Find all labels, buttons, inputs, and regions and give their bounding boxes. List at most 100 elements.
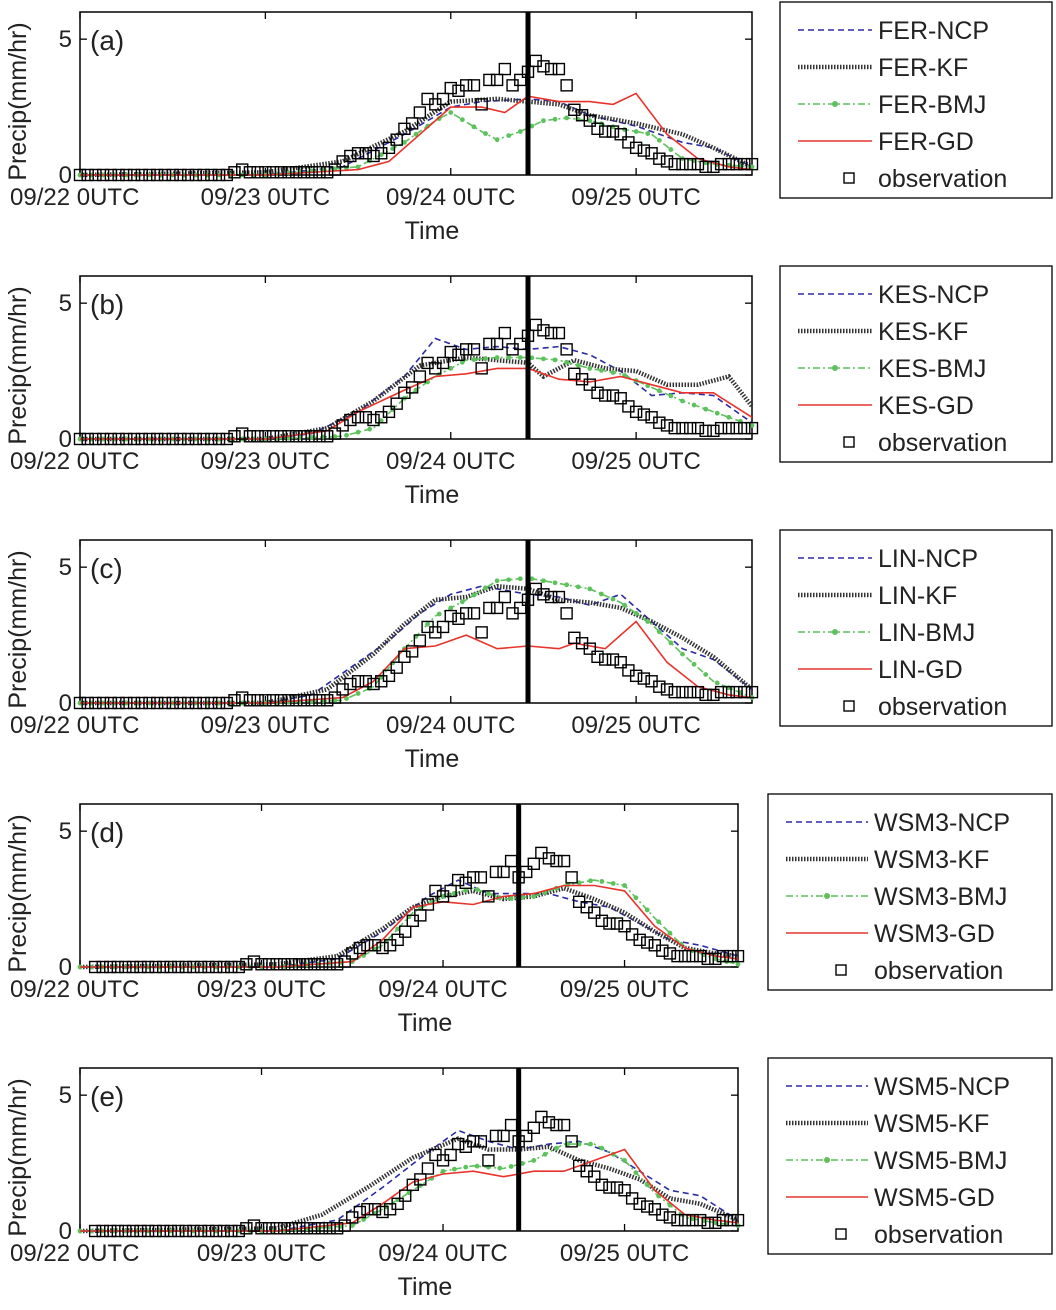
observation-point (278, 1222, 291, 1235)
observation-point (603, 917, 616, 930)
observation-point (247, 955, 261, 968)
observation-point (344, 413, 357, 427)
x-tick-label: 09/25 0UTC (571, 184, 700, 211)
observation-point (285, 958, 298, 971)
x-tick-label: 09/24 0UTC (378, 1240, 507, 1267)
bmj-dot (575, 362, 581, 368)
bmj-dot (494, 355, 500, 360)
observation-point (656, 1208, 669, 1221)
observation-point (143, 696, 156, 710)
legend-label: WSM3-BMJ (874, 883, 1007, 911)
observation-point (460, 79, 473, 92)
observation-point (693, 1213, 707, 1227)
legend-label: WSM5-KF (874, 1110, 989, 1138)
observation-point (588, 1170, 601, 1183)
observation-point (405, 117, 419, 130)
observation-point (179, 1224, 193, 1238)
plot-frame (79, 539, 753, 704)
bmj-dot (459, 359, 465, 365)
bmj-dot (508, 1164, 514, 1169)
plot-frame (79, 803, 739, 968)
observation-point (691, 421, 705, 435)
observation-point (236, 691, 249, 704)
observation-point (353, 941, 367, 955)
observation-point (482, 890, 495, 903)
observation-point (610, 1181, 624, 1194)
bmj-dot (332, 698, 338, 703)
observation-point (391, 933, 404, 947)
observation-point (413, 106, 427, 119)
panel-label: (a) (90, 25, 124, 56)
series-line-gd (80, 367, 753, 440)
legend-label: observation (878, 693, 1007, 721)
bmj-dot (564, 359, 570, 365)
observation-point (181, 696, 195, 710)
observation-point (197, 696, 210, 710)
observation-point (701, 952, 714, 966)
observation-point (262, 1222, 276, 1235)
observation-point (606, 389, 620, 402)
observation-point (738, 685, 751, 699)
observation-point (565, 1135, 578, 1148)
observation-point (542, 1116, 556, 1129)
observation-point (391, 1197, 404, 1211)
bmj-dot (622, 883, 627, 888)
observation-point (127, 696, 141, 710)
observation-point (104, 168, 118, 182)
bmj-dot (575, 584, 581, 590)
observation-point (629, 405, 643, 419)
legend-label: observation (878, 429, 1007, 457)
x-tick-label: 09/23 0UTC (201, 448, 330, 475)
observation-point (699, 160, 712, 174)
observation-point (405, 645, 419, 658)
x-tick-label: 09/23 0UTC (197, 1240, 326, 1267)
bmj-dot (726, 414, 732, 420)
observation-point (88, 1224, 102, 1238)
observation-point (305, 694, 318, 707)
observation-point (490, 601, 504, 615)
observation-point (172, 960, 185, 974)
observation-point (297, 166, 311, 179)
bmj-dot (517, 129, 523, 134)
observation-point (731, 949, 745, 963)
observation-point (197, 432, 210, 446)
observation-point (671, 1213, 684, 1227)
observation-point (716, 1213, 730, 1227)
observation-point (297, 694, 311, 707)
observation-point (583, 642, 596, 655)
bmj-dot (587, 586, 593, 592)
bmj-dot (494, 137, 500, 143)
observation-point (550, 854, 563, 868)
legend-dot (832, 101, 838, 107)
observation-point (111, 960, 125, 974)
series-line-kf (80, 583, 754, 706)
legend-swatch-observation (843, 436, 855, 448)
observation-point (217, 1224, 230, 1238)
observation-point (444, 609, 457, 623)
bmj-dot (564, 582, 570, 588)
observation-point (328, 427, 342, 440)
bmj-dot (355, 691, 361, 696)
observation-point (413, 634, 427, 647)
legend-label: FER-GD (878, 128, 974, 156)
observation-point (73, 432, 87, 446)
observation-point (166, 696, 179, 710)
observation-point (308, 958, 321, 971)
bmj-dot (690, 1216, 696, 1222)
observation-point (591, 386, 604, 400)
observation-point (112, 432, 125, 446)
bmj-dot (633, 1170, 639, 1175)
observation-point (212, 168, 226, 182)
bmj-dot (610, 881, 616, 886)
x-tick-label: 09/25 0UTC (571, 712, 700, 739)
observation-point (243, 166, 257, 179)
observation-point (618, 920, 631, 933)
observation-point (259, 694, 272, 707)
observation-point (202, 960, 215, 974)
observation-point (691, 685, 705, 699)
bmj-dot (576, 1141, 582, 1147)
observation-point (330, 958, 344, 971)
observation-point (89, 432, 102, 446)
x-tick-label: 09/22 0UTC (10, 448, 139, 475)
observation-point (730, 157, 743, 171)
